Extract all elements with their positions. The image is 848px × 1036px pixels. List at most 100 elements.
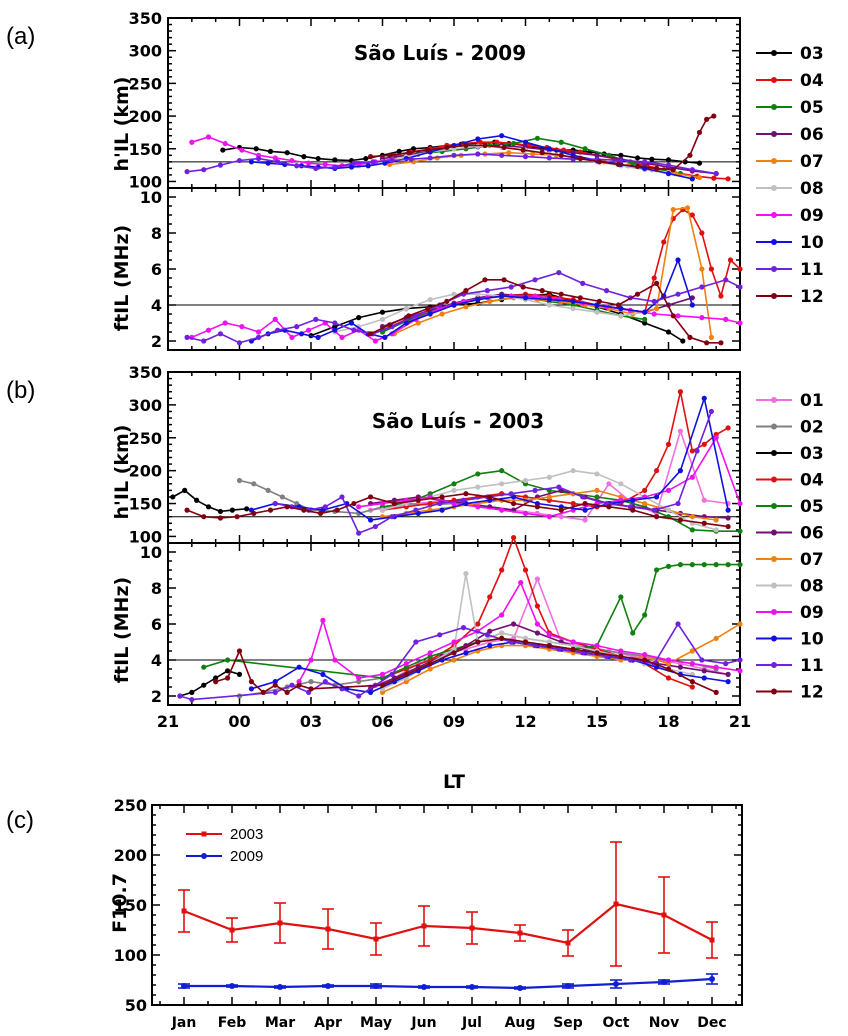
series-09: [356, 435, 743, 520]
legend-label: 10: [800, 233, 824, 253]
legend-label: 02: [800, 418, 824, 438]
data-point: [499, 612, 505, 618]
data-point: [675, 257, 681, 263]
data-point: [284, 150, 290, 156]
data-point: [670, 167, 676, 173]
panel-label-b: (b): [6, 377, 35, 404]
chart-a-f-ylabel: ftIL (MHz): [111, 225, 133, 331]
series-line: [183, 902, 713, 945]
data-point: [696, 174, 703, 181]
data-point: [665, 661, 672, 667]
data-point: [217, 331, 224, 337]
panel-label-c: (c): [6, 807, 34, 834]
series-05: [201, 562, 743, 681]
data-point: [651, 311, 657, 317]
series-line: [370, 278, 721, 344]
data-point: [296, 682, 302, 688]
data-point: [415, 497, 421, 503]
data-point: [737, 266, 743, 272]
data-point: [534, 504, 541, 510]
legend-marker: [771, 556, 777, 562]
data-point: [239, 147, 245, 153]
data-point: [315, 155, 321, 162]
data-point: [501, 277, 507, 283]
series-04: [379, 207, 743, 333]
series-12: [213, 635, 719, 696]
data-point: [494, 139, 500, 145]
data-point: [665, 666, 672, 672]
chart-b-f-ylabel: ftIL (MHz): [111, 577, 133, 683]
data-point: [675, 291, 681, 297]
data-point: [460, 625, 467, 631]
data-point: [379, 309, 386, 315]
data-point: [570, 468, 576, 474]
series-line: [394, 206, 713, 338]
legend-marker: [771, 185, 777, 191]
data-point: [320, 671, 326, 678]
data-point: [677, 664, 684, 670]
data-point: [522, 639, 529, 645]
data-point: [351, 500, 357, 507]
data-point: [634, 291, 641, 297]
data-point: [713, 664, 719, 670]
data-point: [265, 487, 271, 493]
data-point: [248, 686, 255, 692]
data-point: [413, 639, 419, 645]
data-point: [184, 507, 190, 513]
data-point: [506, 150, 512, 156]
data-point: [475, 151, 481, 157]
data-point: [596, 159, 602, 165]
legend-marker: [771, 423, 777, 430]
data-point: [499, 133, 505, 139]
chart-b-xlabel: LT: [443, 771, 465, 793]
data-point: [577, 295, 583, 301]
series-2003: [178, 841, 718, 967]
data-point: [427, 650, 433, 656]
data-point: [234, 514, 240, 520]
data-point: [665, 171, 672, 177]
data-point: [570, 306, 576, 312]
x-tick-label: 15: [586, 712, 608, 731]
series-03: [177, 668, 243, 699]
data-point: [699, 266, 705, 272]
data-point: [594, 643, 600, 649]
data-point: [699, 284, 705, 290]
data-point: [684, 205, 691, 211]
data-point: [272, 155, 278, 161]
data-point: [642, 500, 648, 507]
data-point: [594, 650, 600, 656]
data-point: [382, 334, 388, 340]
data-point: [665, 507, 672, 513]
series-08: [379, 468, 719, 533]
data-point: [469, 925, 475, 931]
data-point: [379, 316, 386, 322]
data-point: [313, 316, 319, 322]
y-tick-label: 2: [151, 332, 162, 351]
data-point: [189, 689, 195, 696]
data-point: [320, 617, 326, 624]
data-point: [339, 494, 345, 500]
data-point: [181, 908, 187, 914]
data-point: [665, 657, 672, 663]
data-point: [277, 984, 283, 990]
data-point: [651, 507, 657, 513]
series-line: [184, 977, 713, 990]
series-11: [184, 270, 743, 346]
data-point: [499, 481, 505, 487]
data-point: [665, 487, 672, 493]
data-point: [229, 507, 235, 513]
data-point: [170, 494, 176, 500]
legend-marker: [201, 831, 207, 837]
data-point: [737, 668, 743, 674]
data-point: [539, 288, 545, 294]
data-point: [723, 316, 729, 322]
data-point: [267, 148, 274, 154]
data-point: [689, 684, 695, 690]
data-point: [522, 510, 529, 517]
data-point: [296, 664, 302, 670]
data-point: [451, 646, 457, 652]
data-point: [670, 207, 676, 213]
data-point: [546, 494, 552, 500]
data-point: [558, 514, 564, 520]
data-point: [451, 487, 457, 493]
